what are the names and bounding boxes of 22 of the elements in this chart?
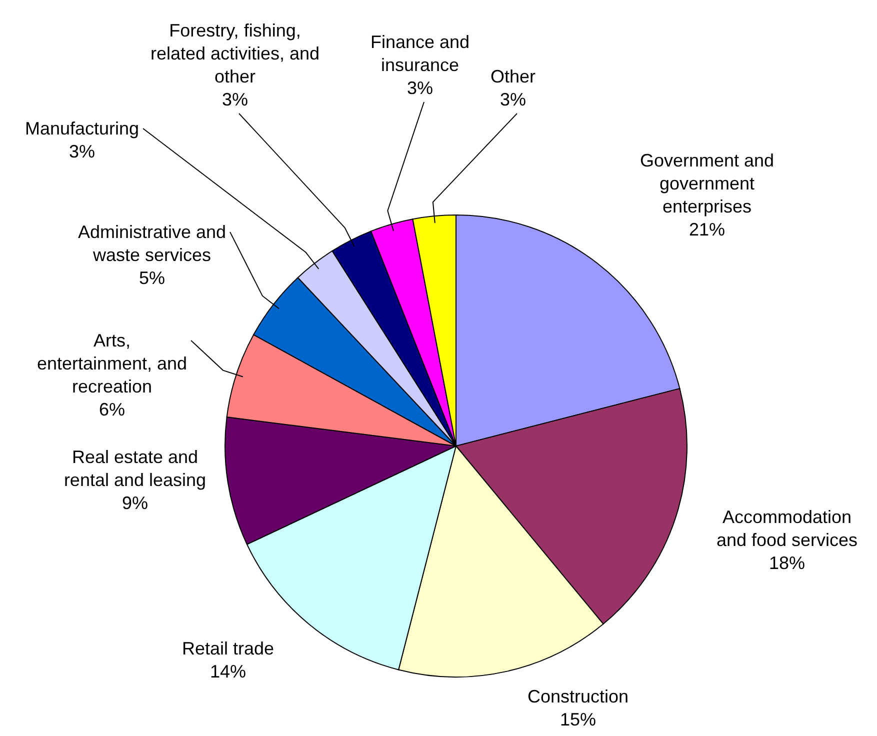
slice-label: Arts, entertainment, and recreation: [36, 330, 188, 396]
data-label: 3%: [500, 90, 526, 110]
data-label: 5%: [138, 268, 166, 288]
data-label: 3%: [222, 90, 248, 110]
data-label: 18%: [768, 553, 806, 573]
data-label: 3%: [68, 142, 96, 162]
data-label: 21%: [688, 220, 726, 240]
slice-label: Finance and insurance: [370, 32, 470, 75]
slice-label: Government and government enterprises: [640, 150, 774, 216]
data-label: 6%: [98, 400, 126, 420]
slice-label: Manufacturing: [24, 118, 140, 138]
slice-label: Forestry, fishing, related activities, and other: [150, 20, 320, 86]
data-label: 15%: [560, 710, 596, 730]
data-label: 9%: [122, 493, 148, 513]
slice-label: Administrative and waste services: [78, 222, 226, 265]
slice-label: Real estate and rental and leasing: [64, 447, 206, 490]
data-label: 14%: [210, 662, 246, 682]
slice-label: Accommodation and food services: [716, 507, 858, 550]
slice-label: Construction: [527, 686, 629, 706]
slice-label: Other: [490, 66, 536, 86]
slice-label: Retail trade: [182, 638, 274, 658]
data-label: 3%: [406, 78, 434, 98]
